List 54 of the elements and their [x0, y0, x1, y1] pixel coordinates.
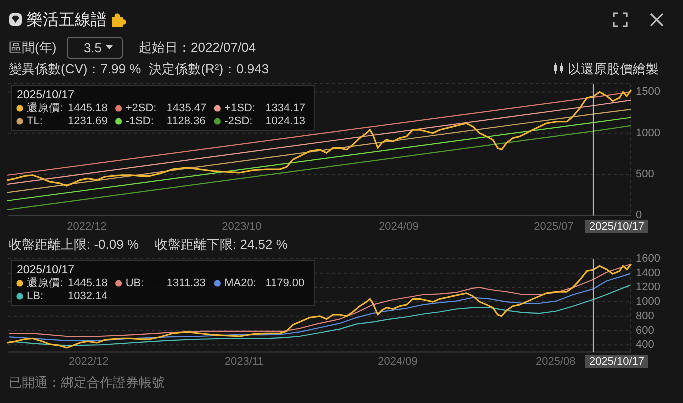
- x-tick-label: 2023/10: [222, 221, 262, 233]
- annotation: 1311.33: [166, 278, 206, 290]
- legend-label: +1SD:: [224, 102, 256, 114]
- annotation: 1435.47: [166, 102, 207, 114]
- ref-line-label: 2025/10/17: [589, 221, 645, 233]
- legend-label: MA20:: [224, 278, 256, 290]
- text: 以還原股價繪製: [568, 61, 659, 76]
- text: 收盤距離上限: -0.09 %: [9, 236, 140, 252]
- line-series: [9, 274, 631, 342]
- legend-label: -1SD:: [126, 116, 154, 128]
- y-tick-label: 1200: [636, 282, 660, 294]
- legend-label: 還原價:: [27, 102, 64, 114]
- text: 變異係數(CV)：7.99 %: [9, 61, 142, 76]
- text: 收盤距離下限: 24.52 %: [155, 236, 288, 252]
- x-tick-label: 2024/09: [378, 356, 418, 368]
- text: 3.5: [84, 40, 102, 55]
- y-tick-label: 1000: [636, 127, 660, 140]
- legend-label: +2SD:: [126, 102, 157, 114]
- annotation: 1128.36: [166, 116, 206, 128]
- annotation: 1179.00: [266, 278, 305, 290]
- annotation: 1231.69: [68, 116, 108, 128]
- y-tick-label: 0: [636, 210, 642, 222]
- chart-title: 樂活五線譜: [27, 10, 107, 28]
- annotation: 1334.17: [266, 102, 306, 114]
- y-tick-label: 500: [636, 168, 654, 181]
- y-tick-label: 1500: [636, 86, 660, 98]
- legend-title: 2025/10/17: [17, 264, 75, 276]
- x-tick-label: 2022/12: [69, 356, 109, 368]
- text: 區間(年): [9, 40, 57, 54]
- y-tick-label: 600: [636, 324, 654, 337]
- legend-title: 2025/10/17: [17, 90, 75, 102]
- text: 起始日：2022/07/04: [139, 40, 256, 54]
- x-tick-label: 2025/07: [534, 221, 574, 233]
- legend-label: UB:: [126, 278, 144, 290]
- y-tick-label: 1400: [636, 267, 660, 280]
- legend-label: 還原價:: [27, 278, 64, 290]
- y-tick-label: 1600: [636, 253, 660, 265]
- y-tick-label: 1000: [636, 296, 660, 308]
- y-tick-label: 800: [636, 310, 654, 322]
- text: 決定係數(R²)：0.943: [149, 61, 270, 76]
- legend-label: LB:: [27, 290, 44, 302]
- text: 已開通：綁定合作證券帳號: [9, 374, 165, 390]
- annotation: 1445.18: [68, 278, 108, 290]
- annotation: 1024.13: [266, 116, 306, 128]
- annotation: 1445.18: [68, 102, 108, 114]
- ref-line-label: 2025/10/17: [589, 356, 645, 368]
- x-tick-label: 2023/11: [224, 356, 264, 368]
- legend-label: TL:: [27, 116, 43, 128]
- x-tick-label: 2025/08: [536, 356, 576, 368]
- x-tick-label: 2022/12: [67, 221, 107, 233]
- legend-label: -2SD:: [224, 116, 253, 128]
- x-tick-label: 2024/09: [379, 221, 419, 233]
- annotation: 1032.14: [68, 290, 108, 302]
- y-tick-label: 400: [636, 339, 654, 352]
